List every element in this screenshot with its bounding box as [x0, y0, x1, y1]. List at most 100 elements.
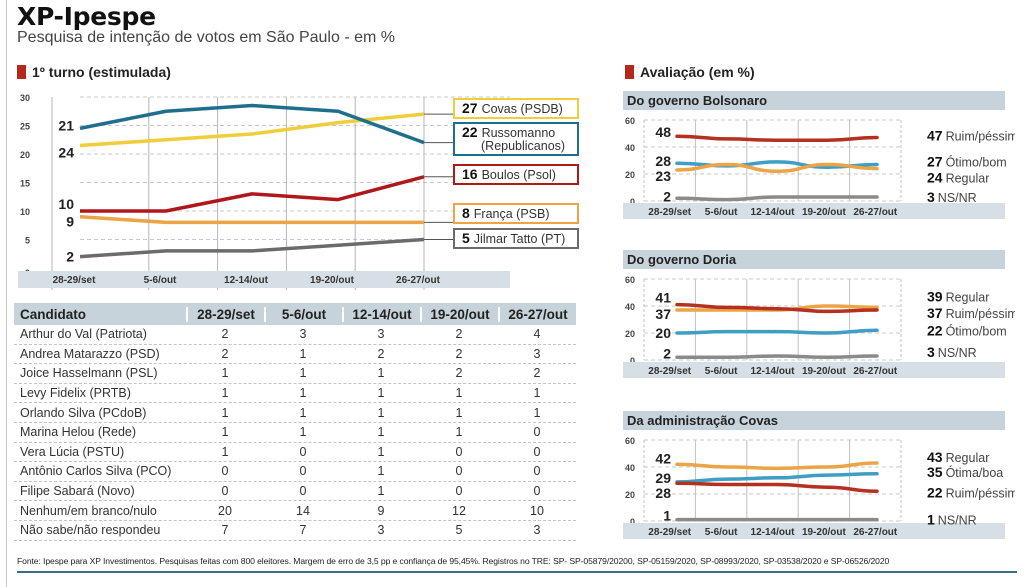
table-cell-value: 1: [221, 444, 229, 459]
y-tick-label: 0: [630, 197, 635, 207]
series-name: Ruim/péssima: [946, 486, 1015, 500]
candidate-name: Andrea Matarazzo (PSD): [20, 346, 160, 361]
legend-name: Boulos (Psol): [482, 168, 556, 182]
end-label-eval_otimo: 22 Ótimo/bom: [927, 322, 1007, 338]
table-cell-value: 12: [452, 503, 466, 518]
y-tick-label: 0: [630, 517, 635, 527]
x-tick-label: 5-6/out: [705, 527, 738, 538]
start-value-label: 28: [655, 485, 671, 501]
end-label-eval_nsnr: 3 NS/NR: [927, 344, 977, 360]
end-value: 22: [927, 484, 943, 500]
table-row: Nenhum/em branco/nulo 20 14 9 12 10: [14, 501, 576, 521]
table-cell-value: 1: [377, 386, 385, 401]
legend-box-russomanno: [453, 122, 579, 156]
x-tick-label: 26-27/out: [396, 275, 441, 286]
x-tick-label: 19-20/out: [802, 366, 847, 377]
start-value-label: 37: [655, 306, 671, 322]
column-header-candidate: Candidato: [20, 306, 86, 322]
x-tick-label: 19-20/out: [802, 207, 847, 218]
table-cell-value: 2: [221, 327, 229, 342]
table-cell-value: 14: [296, 503, 310, 518]
start-value-label: 9: [66, 214, 74, 230]
footer-rule: [17, 571, 1017, 573]
source-note: Fonte: Ipespe para XP Investimentos. Pes…: [17, 556, 890, 566]
candidate-name: Antônio Carlos Silva (PCO): [20, 464, 172, 479]
table-cell-value: 0: [221, 484, 229, 499]
y-tick-label: 10: [20, 207, 30, 217]
table-cell-value: 2: [455, 346, 463, 361]
table-cell-value: 0: [455, 484, 463, 499]
start-value-label: 2: [66, 249, 74, 265]
legend-box-boulos: [453, 164, 579, 185]
column-header-date: 5-6/out: [264, 306, 342, 322]
table-cell-value: 1: [377, 484, 385, 499]
eval-bolsonaro-chart: 0 20 40 60 28-29/set 5-6/out 12-14/out 19-20/ou…: [623, 116, 1015, 219]
x-tick-label: 12-14/out: [751, 207, 796, 218]
table-cell-value: 2: [377, 346, 385, 361]
end-value: 16: [462, 166, 478, 182]
legend-name-line2: (Republicanos): [481, 139, 565, 153]
start-value-label: 23: [655, 168, 671, 184]
end-value: 43: [927, 449, 943, 465]
first-round-chart: 05101520253028-29/set5-6/out12-14/out19-…: [18, 93, 584, 290]
end-label-eval_nsnr: 3 NS/NR: [927, 189, 977, 205]
table-cell-value: 20: [218, 503, 232, 518]
table-cell-value: 0: [299, 464, 307, 479]
table-cell-value: 0: [533, 425, 541, 440]
table-cell-value: 1: [299, 346, 307, 361]
table-cell-value: 2: [455, 327, 463, 342]
table-cell-value: 1: [455, 425, 463, 440]
y-tick-label: 20: [625, 329, 635, 339]
x-tick-label: 5-6/out: [705, 366, 738, 377]
column-header-date: 12-14/out: [342, 306, 420, 322]
series-name: Ótimo/bom: [946, 323, 1007, 338]
table-cell-value: 1: [299, 386, 307, 401]
table-cell-value: 0: [533, 444, 541, 459]
series-line-eval_regular: [675, 461, 879, 471]
y-tick-label: 30: [20, 93, 30, 103]
table-cell-value: 1: [221, 425, 229, 440]
start-value-label: 48: [655, 124, 671, 140]
table-cell-value: 1: [377, 405, 385, 420]
table-row: Marina Helou (Rede) 1 1 1 1 0: [14, 423, 576, 443]
table-cell-value: 1: [377, 444, 385, 459]
table-cell-value: 7: [299, 523, 307, 538]
start-value-label: 1: [663, 508, 671, 524]
y-tick-label: 60: [625, 116, 635, 126]
table-row: Andrea Matarazzo (PSD) 2 1 2 2 3: [14, 345, 576, 365]
table-cell-value: 1: [377, 464, 385, 479]
category-band: [623, 362, 1005, 378]
table-row: Filipe Sabará (Novo) 0 0 1 0 0: [14, 482, 576, 502]
x-tick-label: 28-29/set: [53, 275, 96, 286]
start-value-label: 41: [655, 290, 671, 306]
y-tick-label: 20: [625, 170, 635, 180]
table-cell-value: 3: [299, 327, 307, 342]
end-label-eval_otimo: 35 Ótima/boa: [927, 464, 1003, 480]
column-header-date: 28-29/set: [186, 306, 264, 322]
y-tick-label: 60: [625, 275, 635, 285]
table-cell-value: 4: [533, 327, 541, 342]
start-value-label: 20: [655, 325, 671, 341]
table-row: Arthur do Val (Patriota) 2 3 3 2 4: [14, 325, 576, 345]
table-cell-value: 1: [221, 405, 229, 420]
legend-box-franca: [453, 203, 579, 224]
legend-name: Russomanno: [482, 126, 556, 140]
legend-box-covas: [453, 98, 579, 119]
section-marker-icon: [17, 65, 26, 79]
candidates-table: Candidato 28-29/set 5-6/out 12-14/out 19-20/…: [14, 303, 576, 541]
table-cell-value: 9: [377, 503, 385, 518]
series-line-eval_nsnr: [675, 354, 879, 360]
x-tick-label: 19-20/out: [310, 275, 355, 286]
series-name: NS/NR: [938, 514, 977, 528]
candidate-name: Filipe Sabará (Novo): [20, 484, 135, 499]
end-label-eval_regular: 43 Regular: [927, 449, 989, 465]
x-tick-label: 5-6/out: [705, 207, 738, 218]
table-cell-value: 10: [530, 503, 544, 518]
eval-covas-chart: 0 20 40 60 28-29/set 5-6/out 12-14/out 19-20/ou…: [623, 436, 1015, 539]
start-value-label: 2: [663, 345, 671, 361]
series-name: Regular: [946, 290, 990, 304]
column-header-date: 19-20/out: [420, 306, 498, 322]
y-tick-label: 40: [625, 302, 635, 312]
table-cell-value: 0: [299, 484, 307, 499]
